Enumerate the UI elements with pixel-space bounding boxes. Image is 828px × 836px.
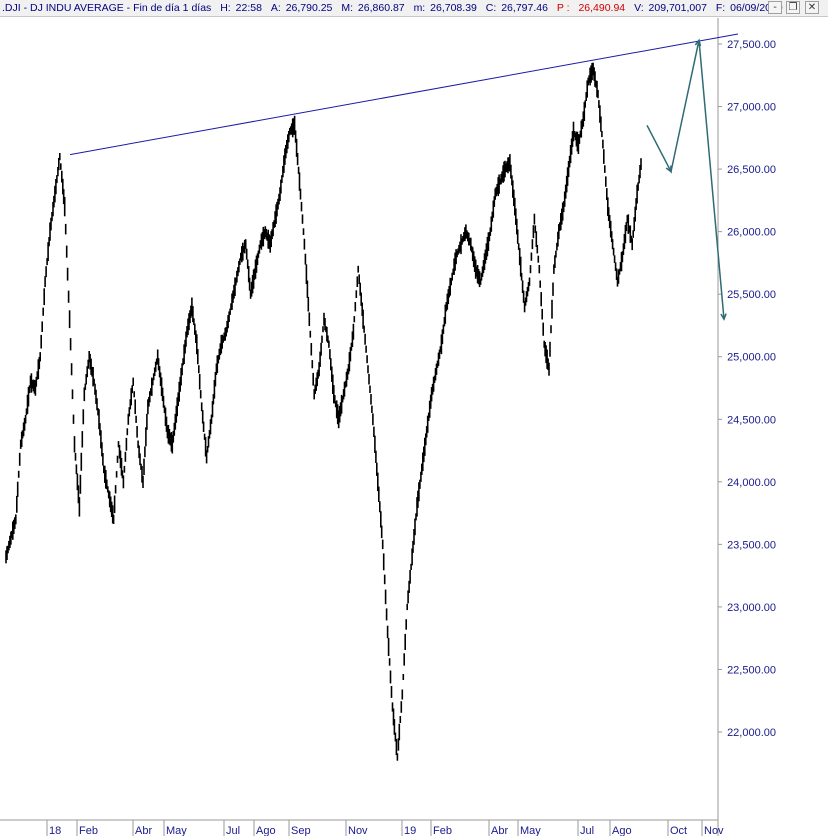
projection-arrowhead — [694, 38, 702, 47]
low-label: m: — [413, 2, 426, 14]
x-tick-label: Feb — [79, 825, 98, 836]
x-tick-label: Nov — [704, 825, 724, 836]
volume-value: 209,701,007 — [648, 2, 707, 14]
x-tick-label: Abr — [491, 825, 508, 836]
projection-arrowhead — [720, 313, 727, 321]
close-label: C: — [485, 2, 497, 14]
y-tick-label: 27,000.00 — [727, 102, 776, 114]
open-value: 26,790.25 — [285, 2, 333, 14]
projection-path — [646, 40, 725, 320]
date-label: F: — [715, 2, 726, 14]
x-tick-label: May — [166, 825, 187, 836]
restore-button[interactable]: ❐ — [786, 1, 800, 14]
x-tick-label: Ago — [256, 825, 276, 836]
y-tick-label: 23,500.00 — [727, 539, 776, 551]
y-tick-label: 22,000.00 — [727, 727, 776, 739]
x-tick-label: Abr — [135, 825, 152, 836]
y-tick-label: 23,000.00 — [727, 602, 776, 614]
chart-title-bar: .DJI - DJ INDU AVERAGE - Fin de día 1 dí… — [0, 0, 828, 17]
high-value: 26,860.87 — [357, 2, 405, 14]
x-tick-label: Sep — [291, 825, 311, 836]
y-tick-label: 26,000.00 — [727, 227, 776, 239]
x-tick-label: May — [520, 825, 541, 836]
projection-arrowhead — [665, 165, 672, 174]
y-tick-label: 22,500.00 — [727, 664, 776, 676]
volume-label: V: — [634, 2, 644, 14]
open-label: A: — [270, 2, 281, 14]
symbol-label: .DJI - DJ INDU AVERAGE - Fin de día 1 dí… — [2, 2, 212, 14]
x-tick-label: 18 — [49, 825, 61, 836]
x-tick-label: 19 — [404, 825, 416, 836]
hour-value: 22:58 — [235, 2, 262, 14]
x-tick-label: Jul — [226, 825, 240, 836]
high-label: M: — [341, 2, 353, 14]
y-tick-label: 24,500.00 — [727, 414, 776, 426]
x-tick-label: Nov — [348, 825, 368, 836]
chart-header-info: .DJI - DJ INDU AVERAGE - Fin de día 1 dí… — [2, 2, 785, 14]
y-tick-label: 25,000.00 — [727, 352, 776, 364]
low-value: 26,708.39 — [430, 2, 477, 14]
x-tick-label: Feb — [433, 825, 452, 836]
x-tick-label: Ago — [612, 825, 632, 836]
p-label: P : — [556, 2, 570, 14]
minimize-button[interactable]: - — [768, 1, 782, 14]
x-tick-label: Jul — [580, 825, 594, 836]
p-value: 26,490.94 — [578, 2, 626, 14]
y-tick-label: 24,000.00 — [727, 477, 776, 489]
y-tick-label: 27,500.00 — [727, 39, 776, 51]
resistance-trendline — [69, 33, 739, 156]
x-tick-label: Oct — [670, 825, 687, 836]
y-tick-label: 25,500.00 — [727, 289, 776, 301]
close-value: 26,797.46 — [501, 2, 548, 14]
y-tick-label: 26,500.00 — [727, 164, 776, 176]
hour-label: H: — [220, 2, 231, 14]
close-button[interactable]: ✕ — [805, 1, 819, 14]
